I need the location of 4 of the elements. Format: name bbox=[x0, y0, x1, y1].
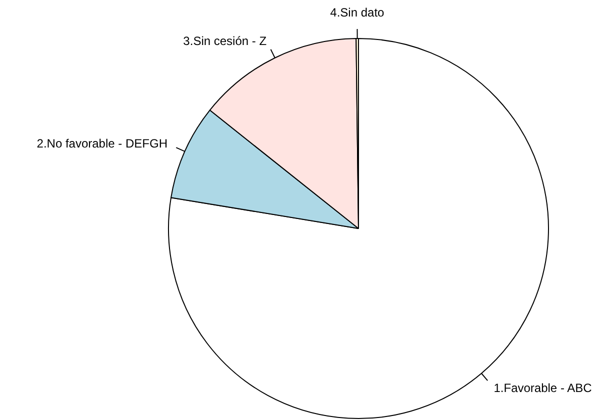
slice-label: 4.Sin dato bbox=[330, 6, 385, 20]
slice-label: 3.Sin cesión - Z bbox=[183, 34, 267, 48]
slice-label: 2.No favorable - DEFGH bbox=[36, 136, 168, 151]
slice-label: 1.Favorable - ABC bbox=[494, 380, 592, 395]
